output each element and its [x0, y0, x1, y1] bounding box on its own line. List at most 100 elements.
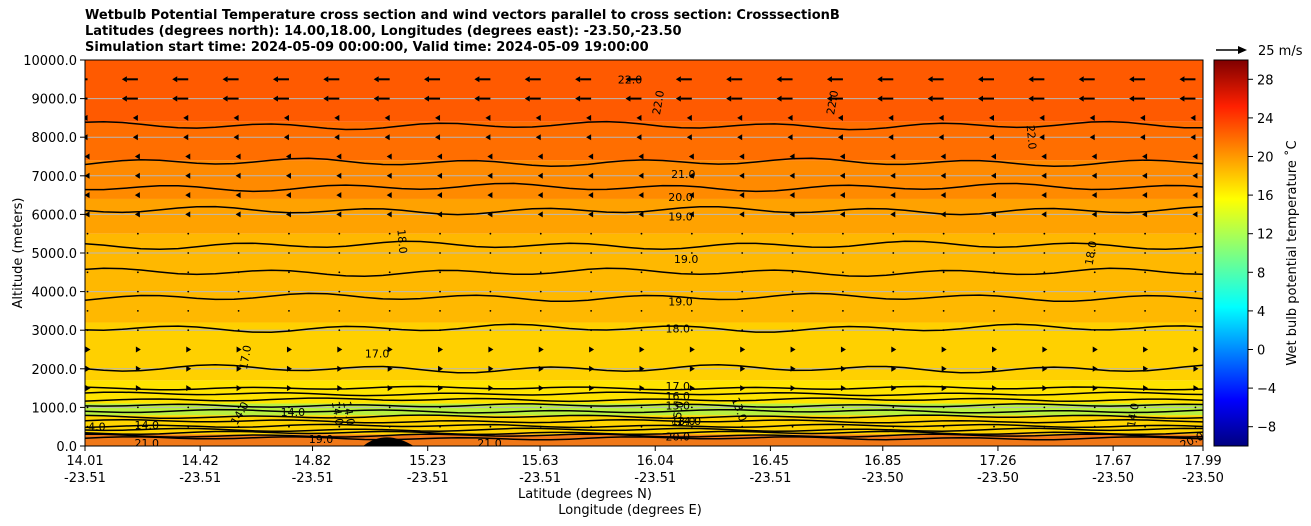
wind-vector — [537, 153, 543, 160]
wind-vector — [288, 310, 290, 312]
contour-line — [85, 430, 1203, 436]
wind-vector — [892, 271, 895, 274]
wind-vector — [690, 271, 693, 274]
contour-label: 20.0 — [668, 191, 693, 204]
wind-vector — [185, 192, 191, 199]
x-tick-label-lat: 14.82 — [294, 454, 331, 469]
wind-vector — [891, 385, 897, 392]
wind-vector — [1179, 76, 1196, 83]
wind-vector — [890, 211, 896, 218]
wind-vector — [993, 310, 995, 312]
wind-vector — [991, 192, 997, 199]
wind-vector — [1093, 425, 1096, 428]
wind-vector — [690, 329, 693, 332]
wind-vector — [892, 252, 895, 254]
wind-vector — [940, 192, 946, 199]
wind-vector — [941, 346, 947, 353]
wind-vector — [1129, 95, 1146, 102]
wind-vector — [942, 271, 945, 274]
wind-vector — [840, 346, 846, 353]
wind-vector — [487, 153, 493, 160]
wind-vector — [790, 385, 796, 392]
wind-vector — [638, 153, 644, 160]
wind-vector — [85, 346, 91, 353]
wind-vector — [842, 406, 844, 409]
contour-label: 22.0 — [824, 89, 841, 115]
wind-vector — [185, 153, 191, 160]
wind-vector — [1144, 425, 1146, 428]
wind-vector — [941, 365, 947, 372]
wind-vector — [337, 385, 343, 392]
wind-vector — [236, 365, 242, 372]
wind-vector — [590, 252, 593, 254]
wind-vector — [187, 425, 190, 428]
contour-line — [85, 427, 1203, 433]
wind-vector — [826, 95, 843, 102]
wind-vector — [439, 329, 441, 332]
wind-vector — [941, 385, 947, 392]
wind-vector — [487, 211, 493, 218]
colorbar-tick-label: 20 — [1257, 151, 1274, 166]
wind-vector — [840, 385, 846, 392]
x-tick-label-lon: -23.51 — [749, 471, 791, 486]
wind-vector — [1093, 252, 1096, 254]
y-tick-label: 2000.0 — [32, 363, 78, 378]
wind-vector — [888, 134, 894, 141]
wind-vector — [285, 172, 291, 179]
contour-label: 14.0 — [81, 421, 106, 434]
wind-vector — [424, 95, 441, 102]
wind-vector — [1194, 406, 1197, 409]
temperature-band — [85, 198, 1203, 234]
temperature-fill — [85, 60, 1203, 446]
contour-label: 18.0 — [1083, 240, 1100, 266]
wind-vector — [791, 310, 794, 312]
wind-vector — [589, 365, 595, 372]
wind-vector — [842, 271, 844, 274]
wind-vector — [688, 172, 694, 179]
wind-vector — [1192, 153, 1198, 160]
wind-vector — [384, 134, 390, 141]
wind-vector — [741, 425, 744, 428]
wind-vector — [132, 114, 138, 121]
wind-vector — [535, 134, 541, 141]
wind-vector — [336, 172, 342, 179]
wind-vector — [1144, 329, 1146, 332]
wind-vector — [590, 310, 593, 312]
x-tick-label-lat: 14.42 — [182, 454, 219, 469]
wind-vector — [388, 425, 391, 428]
contour-label: 14.0 — [340, 400, 357, 426]
wind-vector — [790, 365, 796, 372]
x-tick-label-lon: -23.51 — [64, 471, 106, 486]
wind-vector — [689, 365, 695, 372]
wind-vector — [1043, 290, 1046, 293]
wind-vector — [1194, 290, 1197, 293]
wind-vector — [789, 153, 795, 160]
wind-vector — [1042, 346, 1048, 353]
wind-vector — [1043, 310, 1046, 312]
wind-vector — [1194, 271, 1197, 274]
wind-vector — [187, 290, 190, 293]
wind-vector — [136, 425, 139, 428]
wind-vector — [688, 192, 694, 199]
wind-vector — [1028, 76, 1045, 83]
wind-vector — [590, 406, 593, 409]
x-tick-label-lon: -23.50 — [1092, 471, 1134, 486]
wind-vector — [539, 271, 542, 274]
wind-vector — [285, 153, 291, 160]
wind-vector — [586, 134, 592, 141]
wind-vector — [1093, 232, 1096, 235]
wind-vector — [85, 114, 88, 121]
contour-label: 22.0 — [650, 89, 667, 115]
wind-vector — [134, 153, 140, 160]
wind-vector — [992, 346, 998, 353]
wind-vector — [1078, 95, 1095, 102]
wind-vector — [589, 346, 595, 353]
contour-label: 14.0 — [677, 415, 702, 428]
wind-vector — [791, 271, 794, 274]
wind-vector — [586, 114, 592, 121]
x-tick-label-lon: -23.51 — [519, 471, 561, 486]
wind-vector — [1193, 365, 1199, 372]
wind-vector — [640, 406, 643, 409]
contour-label: 16.0 — [665, 390, 690, 403]
wind-vector — [1140, 134, 1146, 141]
